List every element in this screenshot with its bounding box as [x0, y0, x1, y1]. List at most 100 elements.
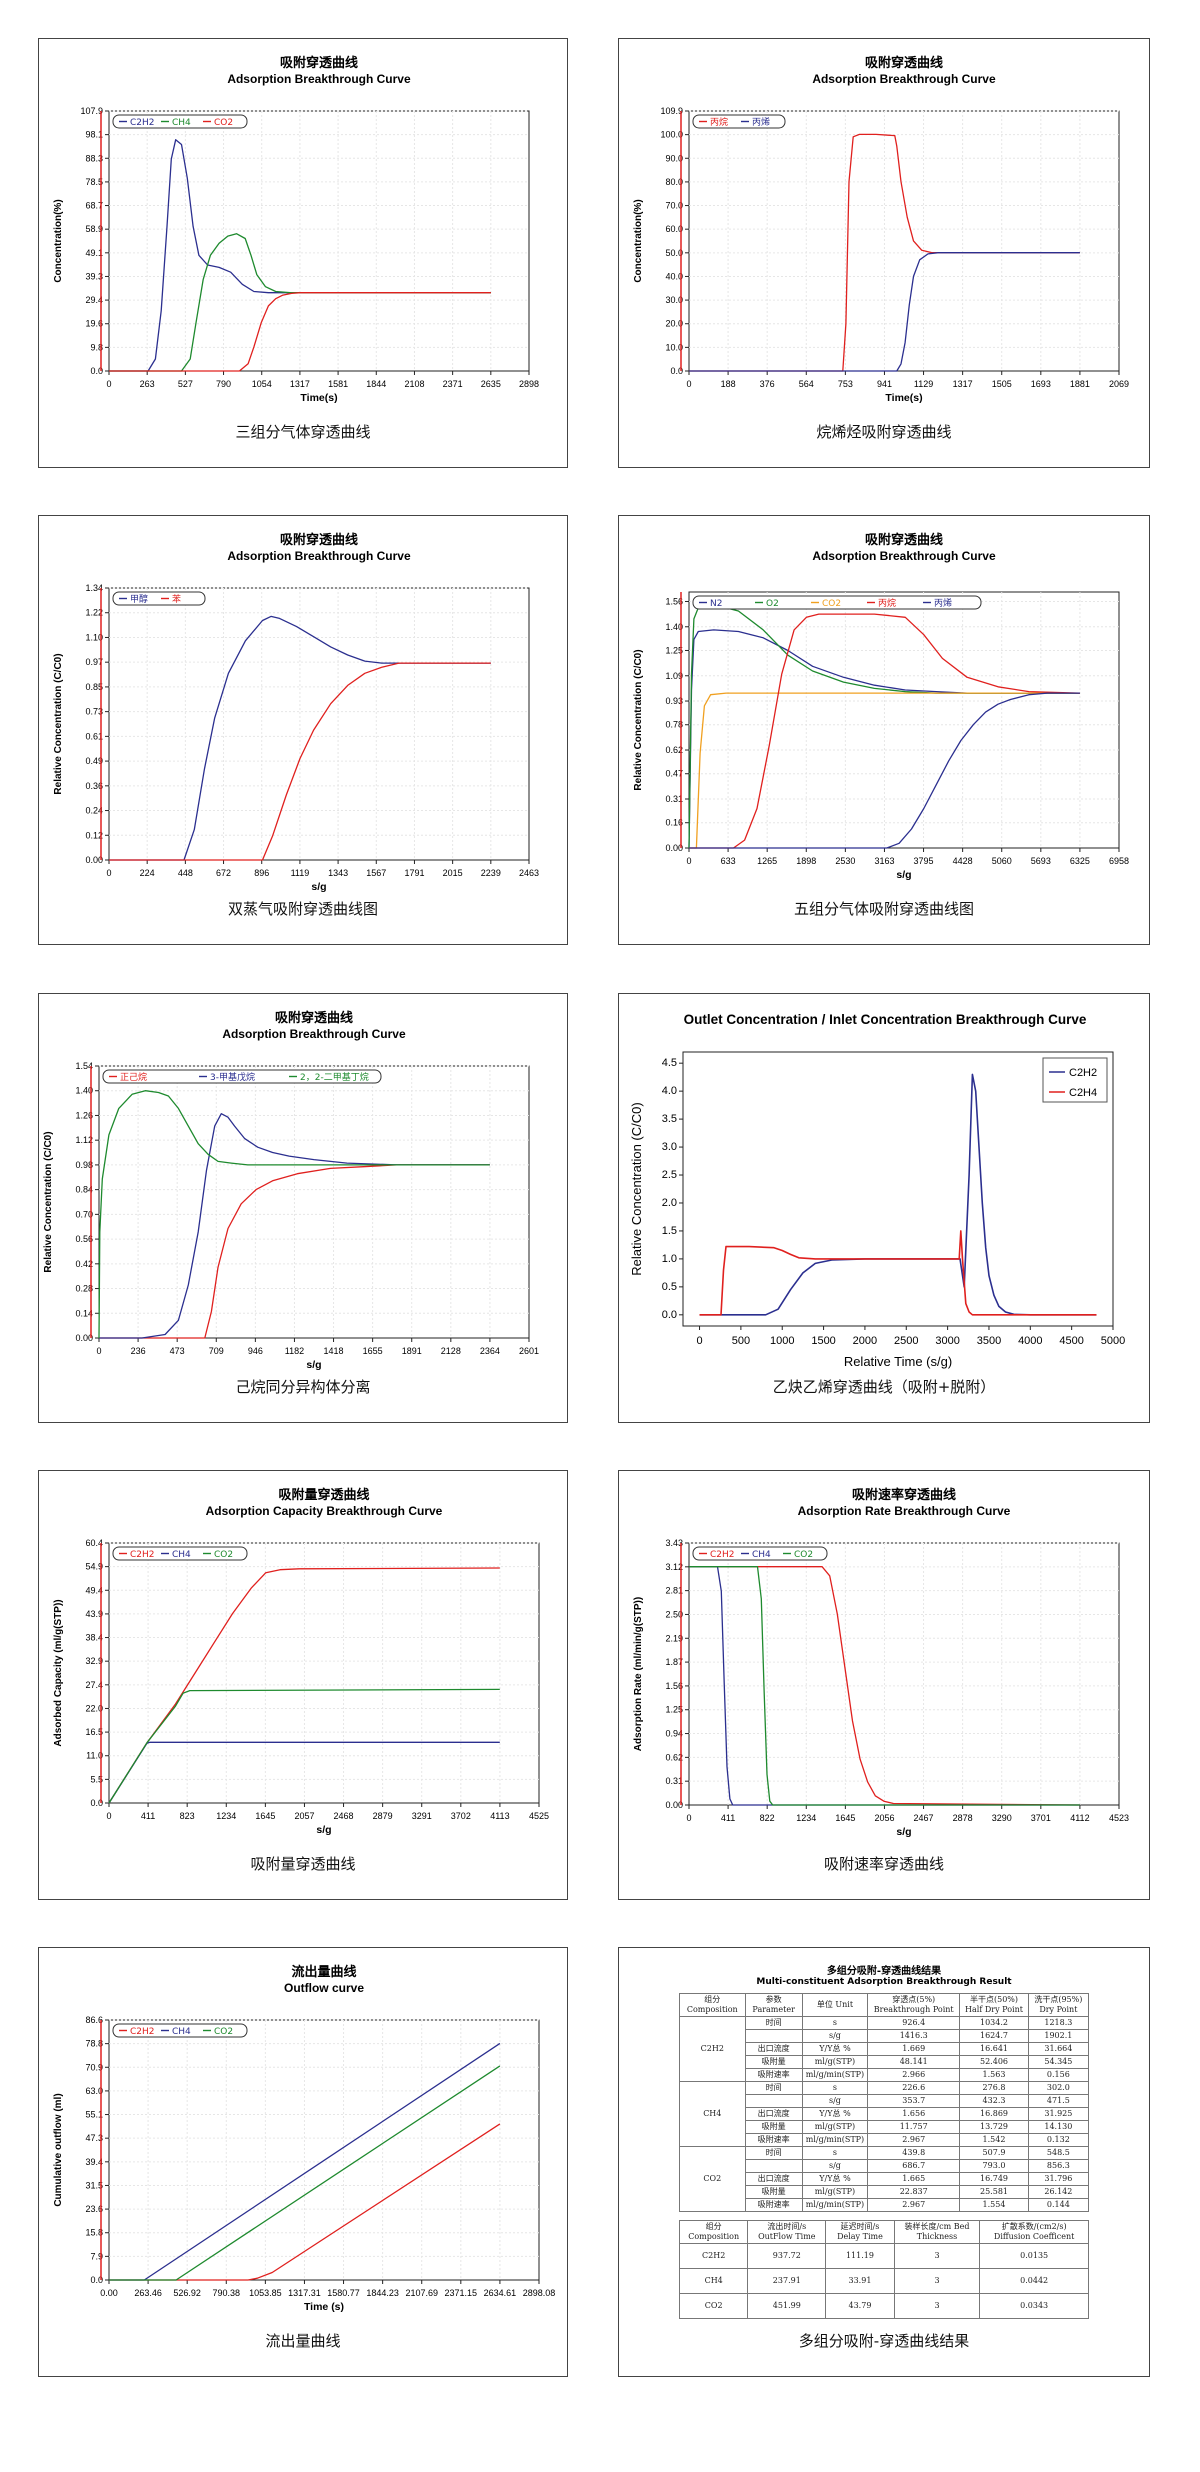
table-row: CH4 时间 s 226.6 276.8 302.0: [679, 2081, 1090, 2147]
x-tick-label: 1053.85: [249, 2288, 282, 2298]
table-cell: 出口流度: [744, 2107, 803, 2121]
chart-caption: 三组分气体穿透曲线: [235, 423, 371, 441]
x-tick-label: 188: [721, 379, 736, 389]
table-row: 吸附速率 ml/g/min(STP) 2.967 1.554 0.144: [680, 2198, 1090, 2212]
results-table-wrap: 多组分吸附-穿透曲线结果 Multi-constituent Adsorption…: [678, 1962, 1090, 2319]
y-tick-label: 90.0: [665, 153, 683, 163]
chart-subtitle: Adsorption Breakthrough Curve: [227, 549, 411, 563]
y-tick-label: 0.0: [90, 366, 103, 376]
x-tick-label: 473: [170, 1346, 185, 1356]
table-cell: 52.406: [959, 2055, 1029, 2069]
x-tick-label: 3000: [935, 1335, 959, 1347]
x-axis-label: Time(s): [885, 392, 922, 404]
y-axis-label: Relative Concentration (C/C0): [629, 1102, 644, 1275]
y-tick-label: 0.28: [75, 1284, 93, 1294]
table-header: 延迟时间/s Delay Time: [825, 2220, 895, 2244]
y-tick-label: 7.9: [90, 2251, 103, 2261]
table-cell: 16.869: [959, 2107, 1029, 2121]
x-tick-label: 4500: [1059, 1335, 1083, 1347]
table-cell: ml/g/min(STP): [801, 2198, 869, 2212]
x-tick-label: 2467: [914, 1813, 934, 1823]
table-cell: 时间: [744, 2016, 803, 2030]
chart-title: 吸附穿透曲线: [280, 532, 358, 548]
x-tick-label: 2898.08: [523, 2288, 556, 2298]
y-tick-label: 0.0: [90, 2275, 103, 2285]
y-tick-label: 1.34: [85, 583, 103, 593]
legend-box: [102, 1069, 382, 1084]
x-tick-label: 3701: [1031, 1813, 1051, 1823]
chart-svg: Outlet Concentration / Inlet Concentrati…: [629, 1012, 1125, 1369]
x-tick-label: 2128: [441, 1346, 461, 1356]
series-line: [699, 1230, 1097, 1316]
table-cell: 时间: [744, 2146, 803, 2160]
table-cell: 1.665: [867, 2172, 961, 2186]
y-tick-label: 0.42: [75, 1259, 93, 1269]
x-tick-label: 411: [141, 1811, 155, 1821]
y-tick-label: 4.0: [662, 1085, 677, 1097]
y-tick-label: 5.5: [90, 1774, 103, 1784]
legend-label: 甲醇: [130, 593, 148, 605]
y-tick-label: 2.19: [665, 1633, 683, 1643]
y-tick-label: 27.4: [85, 1680, 103, 1690]
table-cell: 吸附量: [744, 2055, 803, 2069]
x-tick-label: 1234: [216, 1811, 236, 1821]
chart-caption: 烷烯烃吸附穿透曲线: [816, 423, 952, 441]
x-tick-label: 2635: [481, 379, 501, 389]
plot-frame: [688, 110, 1120, 372]
table-cell: 111.19: [825, 2243, 895, 2269]
chart-caption: 流出量曲线: [265, 2332, 341, 2350]
x-tick-label: 4000: [1018, 1335, 1042, 1347]
legend-label: C2H2: [130, 118, 155, 128]
table-cell: s/g: [801, 2159, 869, 2173]
legend-box: [112, 2023, 248, 2038]
x-tick-label: 6958: [1109, 856, 1129, 866]
x-tick-label: 4523: [1109, 1813, 1129, 1823]
x-tick-label: 0: [106, 868, 111, 878]
y-tick-label: 1.87: [665, 1657, 683, 1667]
x-tick-label: 2000: [853, 1335, 877, 1347]
y-tick-label: 3.43: [665, 1538, 683, 1548]
x-tick-label: 4112: [1070, 1813, 1089, 1823]
x-tick-label: 236: [131, 1346, 146, 1356]
x-tick-label: 5693: [1031, 856, 1051, 866]
y-tick-label: 19.6: [85, 319, 103, 329]
y-axis-label: Cumulative outflow (ml): [53, 2093, 64, 2206]
y-tick-label: 1.25: [665, 645, 683, 655]
table-header: 组分 Composition: [678, 2220, 749, 2244]
chart-caption: 多组分吸附-穿透曲线结果: [798, 2332, 970, 2350]
table-cell: 3: [893, 2243, 981, 2269]
table-cell: ml/g(STP): [801, 2120, 869, 2134]
x-axis-label: s/g: [896, 869, 911, 881]
y-tick-label: 88.3: [85, 153, 103, 163]
table-row: CH4 237.91 33.91 3 0.0442: [678, 2268, 1089, 2294]
x-tick-label: 2530: [835, 856, 855, 866]
legend-label: 丙烷: [878, 597, 896, 609]
y-tick-label: 3.12: [665, 1562, 683, 1572]
y-tick-label: 0.00: [85, 855, 103, 865]
table-cell: 0.156: [1027, 2068, 1090, 2082]
y-tick-label: 0.0: [670, 366, 683, 376]
legend-label: CH4: [172, 1550, 191, 1560]
legend-box: [112, 591, 206, 606]
chart-title: 吸附穿透曲线: [865, 532, 943, 548]
table-cell: s: [801, 2016, 869, 2030]
x-tick-label: 526.92: [173, 2288, 201, 2298]
legend-label: O2: [766, 599, 779, 609]
series-line: [108, 1688, 500, 1804]
y-tick-label: 0.56: [75, 1234, 93, 1244]
table-cell: ml/g/min(STP): [801, 2068, 869, 2082]
chart-title: Outlet Concentration / Inlet Concentrati…: [684, 1012, 1087, 1027]
x-tick-label: 1891: [402, 1346, 422, 1356]
chart-panel: 吸附速率穿透曲线 Adsorption Rate Breakthrough Cur…: [618, 1470, 1150, 1900]
y-tick-label: 16.5: [85, 1727, 103, 1737]
table-cell: 吸附速率: [744, 2198, 803, 2212]
y-tick-label: 30.0: [665, 295, 683, 305]
x-tick-label: 1844: [366, 379, 386, 389]
y-tick-label: 29.4: [85, 295, 103, 305]
table-row: 吸附量 ml/g(STP) 11.757 13.729 14.130: [680, 2120, 1090, 2134]
y-tick-label: 0.0: [662, 1309, 677, 1321]
legend-box: [112, 1546, 248, 1561]
chart-subtitle: Adsorption Rate Breakthrough Curve: [798, 1504, 1011, 1518]
table-cell: 出口流度: [744, 2172, 803, 2186]
